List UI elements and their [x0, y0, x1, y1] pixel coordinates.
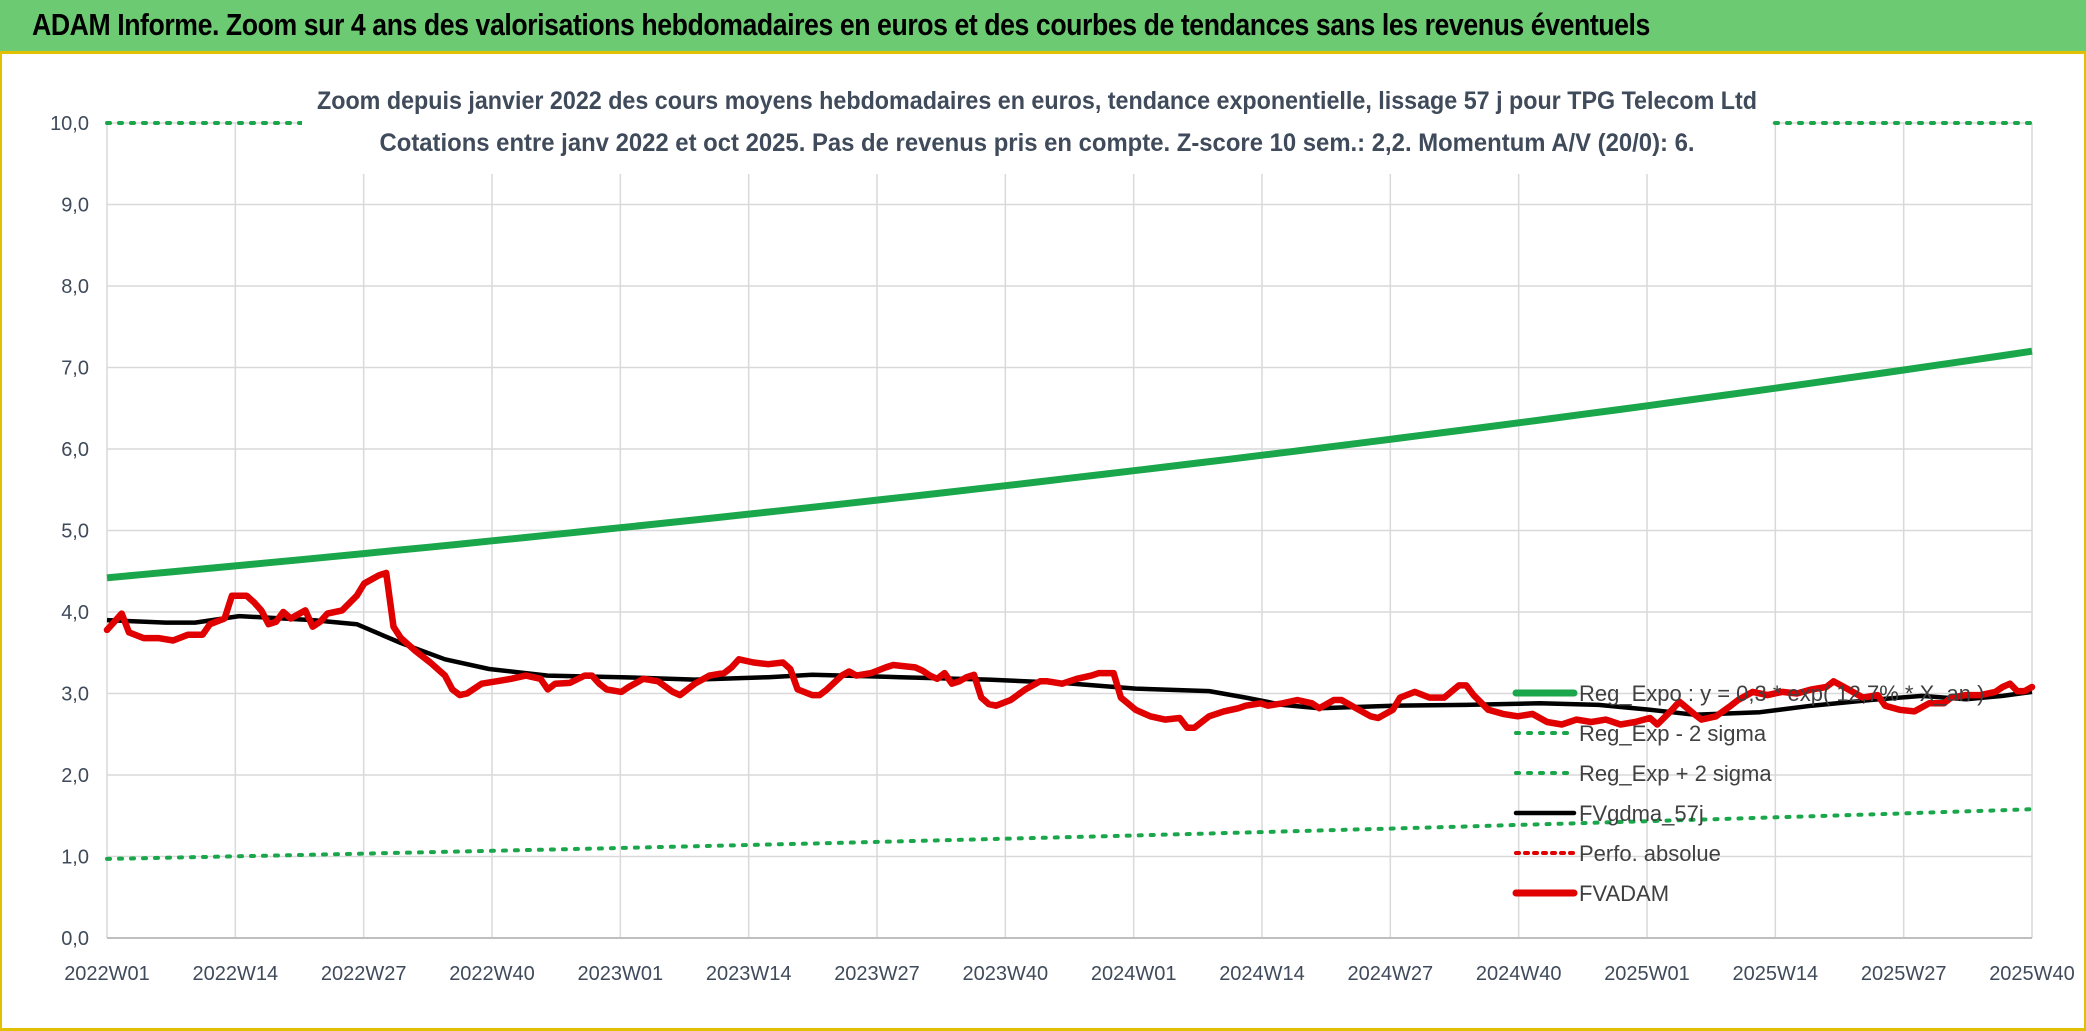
- x-tick-label: 2025W14: [1733, 963, 1819, 985]
- series-reg-expo: [106, 347, 2033, 582]
- y-tick-label: 5,0: [61, 521, 89, 543]
- chart-frame: Zoom depuis janvier 2022 des cours moyen…: [0, 54, 2086, 1031]
- chart-title-line-2: Cotations entre janv 2022 et oct 2025. P…: [380, 129, 1695, 157]
- x-tick-label: 2022W14: [193, 963, 279, 985]
- x-tick-label: 2025W01: [1604, 963, 1690, 985]
- y-tick-label: 3,0: [61, 684, 89, 706]
- x-tick-label: 2024W27: [1348, 963, 1434, 985]
- y-tick-label: 1,0: [61, 847, 89, 869]
- x-tick-label: 2025W27: [1861, 963, 1947, 985]
- y-tick-label: 8,0: [61, 276, 89, 298]
- series-fvgdma-57j: [106, 613, 2033, 717]
- series-reg-exp-minus-2-sigma: [105, 807, 2034, 861]
- x-axis-ticks: 2022W01 2022W14 2022W27 2022W40 2023W01 2023W…: [64, 963, 2075, 985]
- y-tick-label: 6,0: [61, 439, 89, 461]
- x-tick-label: 2022W27: [321, 963, 407, 985]
- x-tick-label: 2023W01: [578, 963, 664, 985]
- legend-label-fvadam: FVADAM: [1579, 881, 1669, 906]
- chart-title-line-1: Zoom depuis janvier 2022 des cours moyen…: [317, 87, 1757, 115]
- series-fvadam: [103, 569, 2036, 731]
- x-tick-label: 2022W01: [64, 963, 150, 985]
- x-tick-label: 2025W40: [1989, 963, 2075, 985]
- x-tick-label: 2022W40: [449, 963, 535, 985]
- y-tick-label: 7,0: [61, 358, 89, 380]
- x-tick-label: 2023W40: [963, 963, 1049, 985]
- x-tick-label: 2024W01: [1091, 963, 1177, 985]
- y-tick-label: 10,0: [50, 113, 89, 135]
- grid-lines: [106, 122, 2033, 939]
- line-chart: Zoom depuis janvier 2022 des cours moyen…: [50, 82, 2075, 985]
- page-title: ADAM Informe. Zoom sur 4 ans des valoris…: [32, 7, 1650, 42]
- x-tick-label: 2023W27: [834, 963, 920, 985]
- x-tick-label: 2024W14: [1219, 963, 1305, 985]
- y-tick-label: 2,0: [61, 765, 89, 787]
- legend-label-reg_expo: Reg_Expo : y = 0,3 * exp( 12,7% * X_an ): [1579, 681, 1984, 706]
- y-tick-label: 4,0: [61, 602, 89, 624]
- y-tick-label: 0,0: [61, 928, 89, 950]
- y-tick-label: 9,0: [61, 195, 89, 217]
- y-axis-ticks: 0,0 1,0 2,0 3,0 4,0 5,0 6,0 7,0 8,0 9,0 10,0: [50, 113, 89, 950]
- x-tick-label: 2023W14: [706, 963, 792, 985]
- title-backdrop: [302, 82, 1772, 174]
- legend-label-reg_plus: Reg_Exp + 2 sigma: [1579, 761, 1772, 786]
- legend-label-perfo: Perfo. absolue: [1579, 841, 1721, 866]
- legend-label-fvgdma: FVgdma_57j: [1579, 801, 1704, 826]
- chart-title: Zoom depuis janvier 2022 des cours moyen…: [302, 82, 1772, 174]
- header-bar: ADAM Informe. Zoom sur 4 ans des valoris…: [0, 0, 2086, 54]
- x-tick-label: 2024W40: [1476, 963, 1562, 985]
- legend-label-reg_minus: Reg_Exp - 2 sigma: [1579, 721, 1767, 746]
- legend: Reg_Expo : y = 0,3 * exp( 12,7% * X_an )…: [1512, 681, 1984, 906]
- chart-series: [103, 121, 2036, 861]
